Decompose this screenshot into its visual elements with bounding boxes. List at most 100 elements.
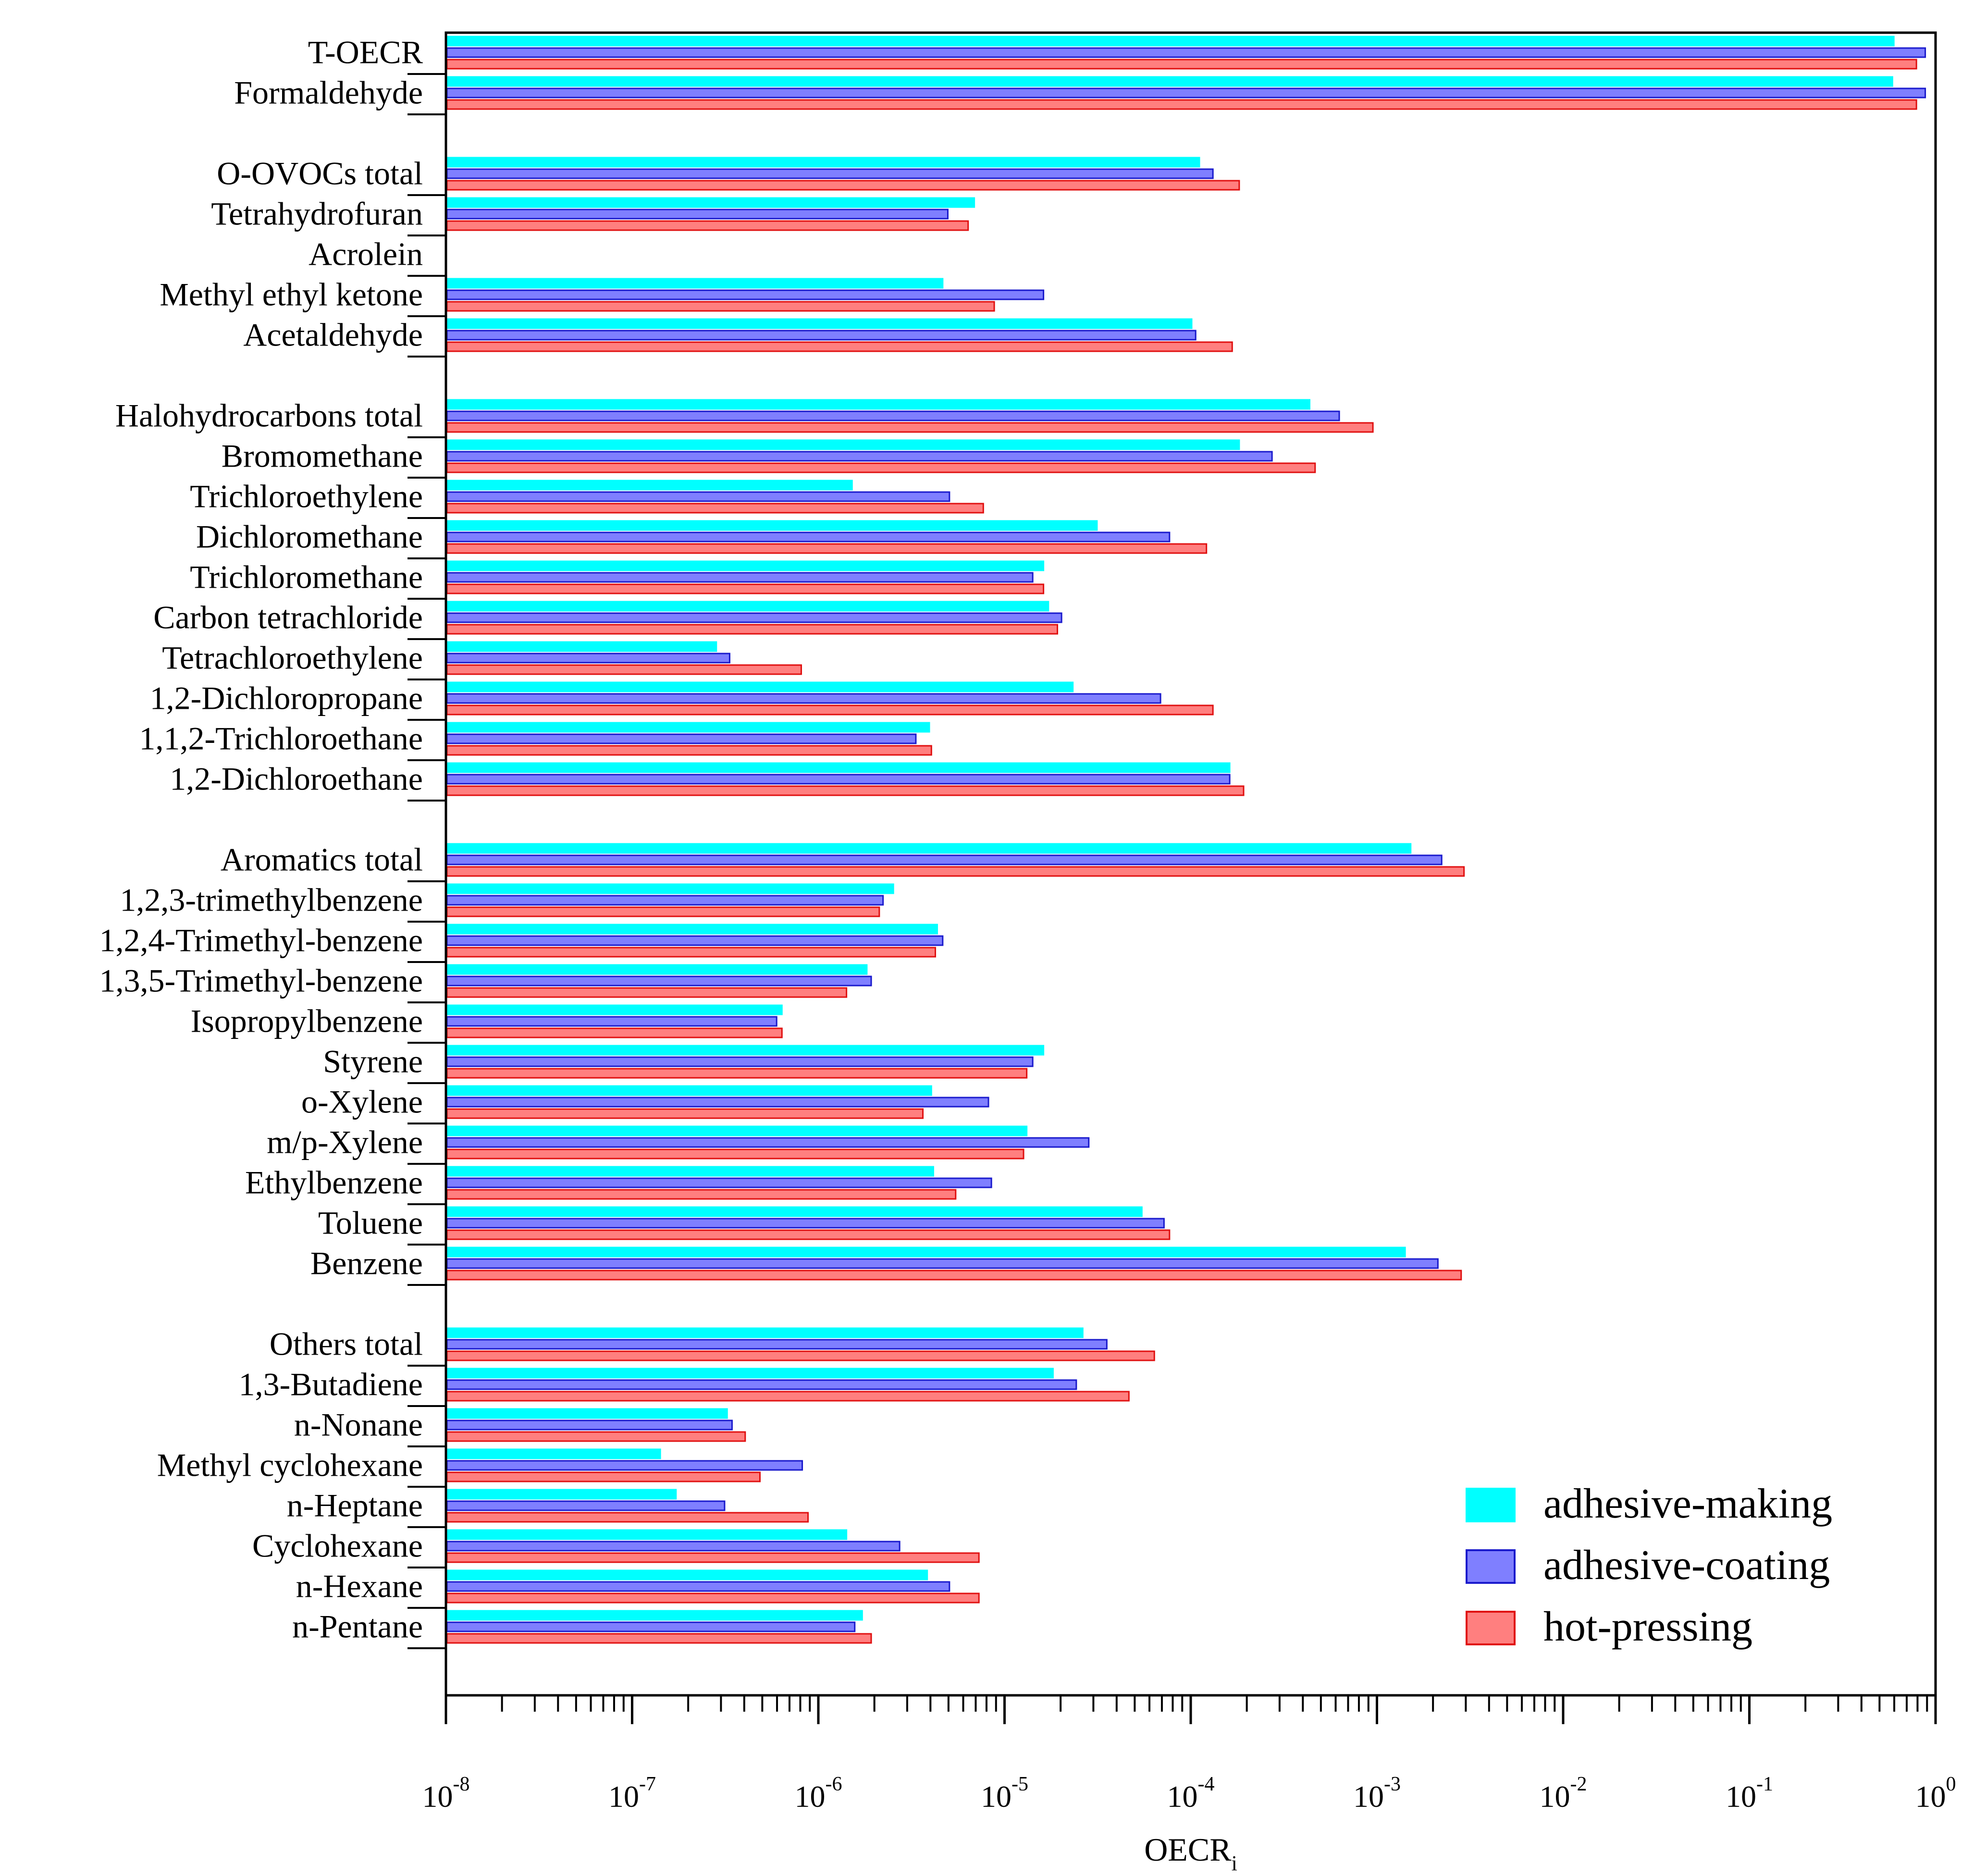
- x-axis-label: OECRi: [1144, 1831, 1237, 1875]
- bar-adhesive-coating-16: [446, 774, 1231, 785]
- category-label: Aromatics total: [221, 841, 423, 878]
- bar-hot-pressing-21: [446, 1027, 783, 1038]
- bar-adhesive-coating-19: [446, 935, 944, 946]
- x-tick-exponent: 0: [1946, 1773, 1956, 1795]
- bar-hot-pressing-28: [446, 1350, 1155, 1361]
- category-label: Methyl ethyl ketone: [160, 276, 423, 313]
- x-axis-label-subscript: i: [1232, 1851, 1237, 1875]
- category-label: 1,3-Butadiene: [239, 1366, 423, 1403]
- category-label: 1,3,5-Trimethyl-benzene: [99, 963, 423, 999]
- legend-label-adhesive-making: adhesive-making: [1543, 1481, 1832, 1527]
- bar-adhesive-making-16: [446, 762, 1231, 773]
- legend-swatch-adhesive-making: [1466, 1488, 1516, 1522]
- bar-adhesive-making-15: [446, 722, 930, 733]
- legend-swatch-adhesive-coating: [1466, 1549, 1516, 1584]
- x-tick-base: 10: [422, 1779, 453, 1814]
- bar-adhesive-coating-8: [446, 451, 1273, 462]
- bar-hot-pressing-20: [446, 987, 848, 998]
- category-label: n-Hexane: [296, 1568, 423, 1604]
- bar-adhesive-coating-9: [446, 491, 950, 502]
- bar-adhesive-coating-17: [446, 854, 1443, 865]
- bar-adhesive-making-3: [446, 197, 975, 208]
- x-tick-exponent: -8: [453, 1773, 470, 1795]
- legend-label-adhesive-coating: adhesive-coating: [1543, 1542, 1830, 1589]
- category-label: Tetrachloroethylene: [162, 640, 423, 676]
- bar-adhesive-making-13: [446, 641, 717, 652]
- x-tick-base: 10: [608, 1779, 639, 1814]
- category-label: 1,2-Dichloroethane: [170, 761, 423, 797]
- x-axis-label-main: OECR: [1144, 1831, 1232, 1868]
- bar-hot-pressing-24: [446, 1148, 1024, 1160]
- bar-hot-pressing-2: [446, 180, 1240, 191]
- bar-adhesive-making-6: [446, 318, 1193, 329]
- bar-adhesive-making-29: [446, 1368, 1054, 1379]
- category-label: T-OECR: [308, 34, 423, 71]
- bar-adhesive-making-7: [446, 399, 1310, 410]
- bar-adhesive-making-14: [446, 681, 1074, 692]
- x-tick-exponent: -3: [1384, 1773, 1401, 1795]
- bar-hot-pressing-27: [446, 1270, 1462, 1281]
- category-label: o-Xylene: [301, 1084, 423, 1120]
- bar-hot-pressing-8: [446, 462, 1316, 473]
- bar-adhesive-coating-2: [446, 168, 1214, 179]
- category-label: Methyl cyclohexane: [157, 1447, 423, 1483]
- category-label: Halohydrocarbons total: [115, 397, 423, 434]
- bar-hot-pressing-22: [446, 1068, 1028, 1079]
- bar-adhesive-making-18: [446, 883, 894, 894]
- x-tick-exponent: -7: [639, 1773, 656, 1795]
- bar-hot-pressing-17: [446, 866, 1465, 877]
- bar-adhesive-making-5: [446, 278, 944, 289]
- bar-adhesive-coating-6: [446, 330, 1197, 341]
- category-label: O-OVOCs total: [217, 155, 423, 192]
- bar-adhesive-coating-22: [446, 1056, 1034, 1067]
- bar-adhesive-coating-34: [446, 1581, 950, 1592]
- bar-hot-pressing-26: [446, 1229, 1171, 1240]
- category-label: Benzene: [310, 1245, 423, 1282]
- bar-adhesive-coating-18: [446, 895, 884, 906]
- bar-hot-pressing-15: [446, 745, 932, 756]
- bar-adhesive-coating-27: [446, 1258, 1439, 1269]
- bar-adhesive-coating-3: [446, 209, 949, 220]
- bar-adhesive-coating-24: [446, 1137, 1090, 1148]
- category-label: Others total: [270, 1326, 423, 1362]
- bar-hot-pressing-29: [446, 1391, 1130, 1402]
- bar-hot-pressing-32: [446, 1512, 809, 1523]
- bar-hot-pressing-31: [446, 1471, 761, 1482]
- bar-adhesive-making-21: [446, 1004, 783, 1015]
- category-label: 1,2,4-Trimethyl-benzene: [99, 922, 423, 959]
- bar-adhesive-making-22: [446, 1045, 1045, 1056]
- bar-adhesive-coating-13: [446, 653, 730, 664]
- category-label: 1,2-Dichloropropane: [150, 680, 423, 716]
- bar-hot-pressing-0: [446, 59, 1917, 70]
- category-label: Cyclohexane: [252, 1528, 423, 1564]
- bar-adhesive-coating-0: [446, 47, 1926, 58]
- category-label: Toluene: [318, 1205, 423, 1241]
- bar-adhesive-coating-28: [446, 1339, 1108, 1350]
- bar-adhesive-making-2: [446, 157, 1200, 168]
- bar-adhesive-coating-14: [446, 693, 1161, 704]
- bar-adhesive-coating-31: [446, 1460, 803, 1471]
- x-tick-base: 10: [1726, 1779, 1756, 1814]
- x-tick-base: 10: [1353, 1779, 1384, 1814]
- bar-hot-pressing-30: [446, 1431, 746, 1442]
- bar-adhesive-coating-15: [446, 733, 917, 744]
- bar-adhesive-making-12: [446, 601, 1049, 612]
- bar-adhesive-coating-29: [446, 1379, 1077, 1390]
- bar-hot-pressing-6: [446, 341, 1233, 352]
- bar-adhesive-coating-1: [446, 87, 1926, 99]
- category-label: n-Pentane: [292, 1608, 423, 1645]
- category-label: n-Heptane: [287, 1487, 423, 1524]
- x-tick-label: 100: [1915, 1773, 1956, 1814]
- category-label: Acrolein: [308, 236, 423, 272]
- bar-adhesive-making-31: [446, 1448, 661, 1459]
- ticks-layer: 10-8 10-7 10-6 10-5 10-4 10-3 10-2 10-1 100: [422, 1695, 1956, 1814]
- bar-adhesive-coating-21: [446, 1016, 777, 1027]
- x-tick-base: 10: [1167, 1779, 1198, 1814]
- bar-adhesive-making-24: [446, 1125, 1028, 1136]
- x-tick-exponent: -1: [1756, 1773, 1773, 1795]
- bar-hot-pressing-14: [446, 704, 1214, 716]
- x-tick-base: 10: [981, 1779, 1012, 1814]
- legend-swatch-hot-pressing: [1466, 1611, 1516, 1645]
